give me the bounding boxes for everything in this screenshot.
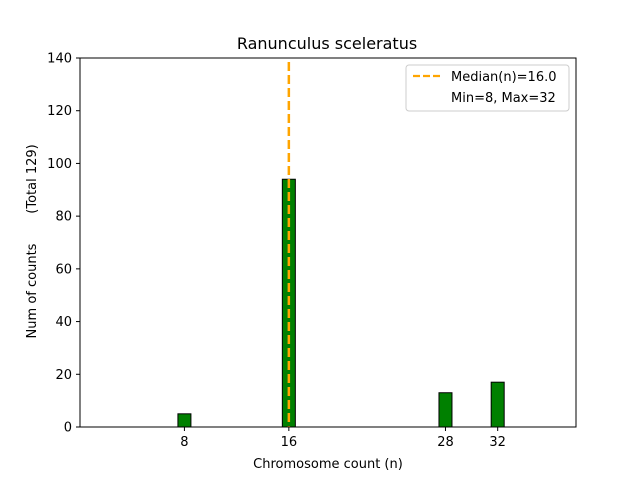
legend-entry-range: Min=8, Max=32 xyxy=(451,91,556,106)
y-axis-ticks: 0 20 40 60 80 100 120 140 xyxy=(47,52,80,436)
y-tick-label: 80 xyxy=(55,210,72,225)
legend: Median(n)=16.0 Min=8, Max=32 xyxy=(405,64,570,112)
x-axis-label: Chromosome count (n) xyxy=(253,457,403,472)
y-axis-total-label: (Total 129) xyxy=(25,144,40,213)
y-tick-label: 20 xyxy=(55,368,72,383)
x-axis-ticks: 8 16 28 32 xyxy=(180,427,506,450)
y-tick-label: 120 xyxy=(47,104,72,119)
y-axis-label: Num of counts xyxy=(25,243,40,338)
bar-n-32 xyxy=(490,381,505,428)
chart-title: Ranunculus sceleratus xyxy=(237,34,417,53)
x-tick-label: 16 xyxy=(281,435,298,450)
y-tick-label: 40 xyxy=(55,315,72,330)
plot-frame xyxy=(79,57,577,428)
y-tick-label: 140 xyxy=(47,52,72,67)
y-tick-label: 0 xyxy=(64,421,72,436)
x-tick-label: 28 xyxy=(437,435,454,450)
legend-box xyxy=(405,64,570,112)
y-tick-label: 60 xyxy=(55,262,72,277)
bar-n-8 xyxy=(177,413,192,428)
plot-area xyxy=(177,62,522,428)
bar-n-28 xyxy=(438,392,453,428)
x-tick-label: 8 xyxy=(180,435,188,450)
legend-entry-median: Median(n)=16.0 xyxy=(451,70,557,85)
y-tick-label: 100 xyxy=(47,157,72,172)
x-tick-label: 32 xyxy=(489,435,506,450)
